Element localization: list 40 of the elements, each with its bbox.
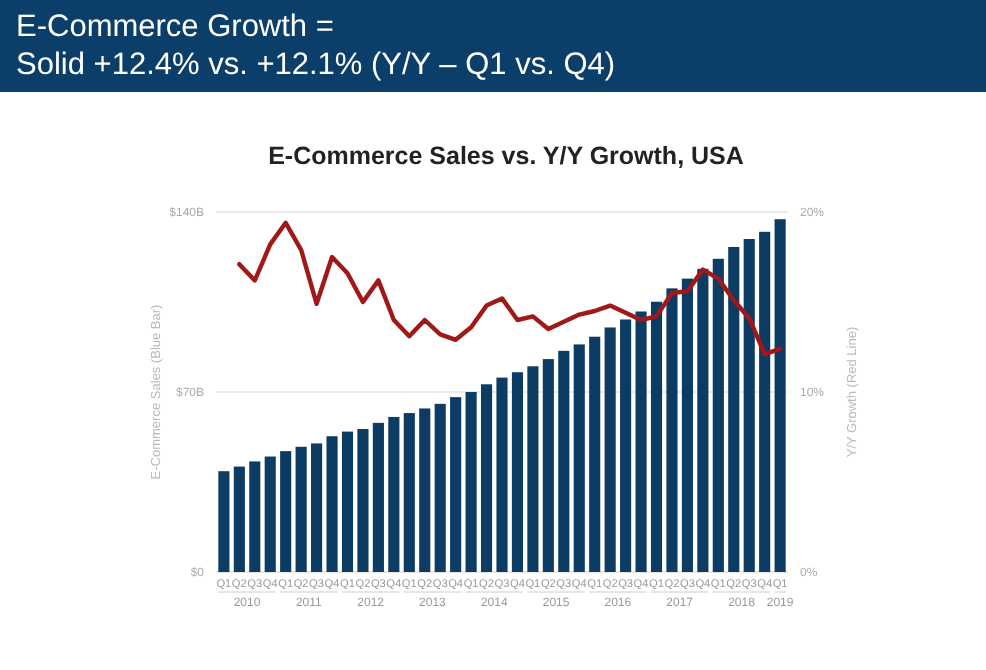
bar <box>527 366 539 572</box>
bar <box>341 431 354 572</box>
bar <box>558 350 570 572</box>
bar <box>635 311 647 572</box>
bar <box>450 397 462 572</box>
chart-title: E-Commerce Growth = Solid +12.4% vs. +12.1% (Y/Y – Q1 vs. Q4) <box>16 10 616 82</box>
bar <box>403 413 415 572</box>
bar <box>712 258 724 572</box>
bar <box>311 443 323 572</box>
bar <box>496 377 508 572</box>
bar <box>573 344 585 572</box>
bar <box>326 436 338 572</box>
bar <box>280 451 292 572</box>
bar <box>372 422 384 572</box>
bar <box>218 471 230 572</box>
bar <box>728 246 740 572</box>
bar <box>589 336 601 572</box>
bar <box>249 461 261 572</box>
bar <box>650 301 663 572</box>
bar <box>774 219 786 572</box>
chart-subtitle: E-Commerce Sales vs. Y/Y Growth, USA <box>268 142 744 170</box>
bar <box>388 416 400 572</box>
bar <box>295 446 307 572</box>
bar <box>697 268 709 572</box>
bar <box>542 359 554 572</box>
line-series <box>237 220 783 357</box>
bar <box>743 239 755 572</box>
bar <box>434 403 446 572</box>
bar <box>357 429 369 572</box>
bar <box>681 278 693 572</box>
bar <box>233 466 245 572</box>
bar <box>465 392 477 572</box>
bar <box>604 327 616 572</box>
bar <box>620 319 632 572</box>
bar <box>666 288 678 572</box>
bar <box>480 384 493 572</box>
bar <box>419 408 431 572</box>
bar <box>511 372 524 572</box>
bar <box>759 231 771 572</box>
bar <box>264 456 276 572</box>
